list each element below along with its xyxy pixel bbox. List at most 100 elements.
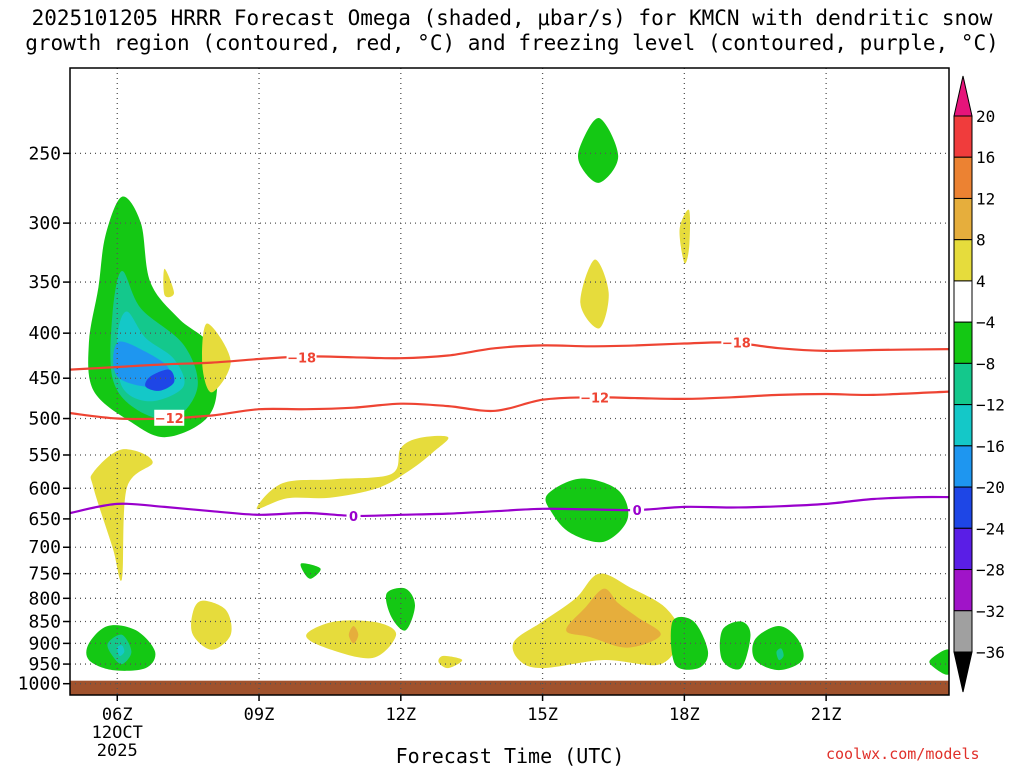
contour-layer: −18 −18 −12 −12 0 0 <box>70 334 949 525</box>
colorbar-band-5 <box>953 321 973 364</box>
contour-label-freezing_0C-1: 0 <box>633 504 642 519</box>
colorbar-label-7: −12 <box>976 396 1005 415</box>
colorbar-label-9: −20 <box>976 478 1005 497</box>
colorbar: 20 16 12 8 4 −4 −8 −12 −16 −20 −24 −28 −32 −36 <box>953 75 1005 693</box>
omega-region-6 <box>202 323 231 393</box>
colorbar-label-0: 20 <box>976 107 995 126</box>
colorbar-label-6: −8 <box>976 354 995 373</box>
ytick-label-450: 450 <box>28 368 61 389</box>
colorbar-label-10: −24 <box>976 519 1005 538</box>
plot-frame <box>69 67 950 696</box>
title-line-1: 2025101205 HRRR Forecast Omega (shaded, … <box>31 6 993 30</box>
xtick-label-21: 21Z <box>811 705 842 725</box>
colorbar-label-2: 12 <box>976 189 995 208</box>
colorbar-band-11 <box>953 569 973 612</box>
ytick-label-700: 700 <box>28 537 61 558</box>
omega-region-14 <box>566 588 661 648</box>
contour-label-dgz_-12C-1: −12 <box>580 391 609 406</box>
y-axis: 2503003504004505005506006507007508008509… <box>18 143 70 695</box>
omega-region-9 <box>191 600 232 650</box>
omega-shading-layer <box>86 117 949 675</box>
xtick-label-18: 18Z <box>669 705 700 725</box>
ytick-label-1000: 1000 <box>18 674 61 695</box>
xtick-label-12: 12Z <box>385 705 416 725</box>
omega-region-5 <box>163 268 174 298</box>
ytick-label-300: 300 <box>28 213 61 234</box>
title-line-2: growth region (contoured, red, °C) and f… <box>25 31 999 55</box>
colorbar-band-2 <box>953 197 973 241</box>
ytick-label-900: 900 <box>28 633 61 654</box>
colorbar-under-arrow <box>953 651 973 693</box>
omega-region-21 <box>719 621 751 670</box>
omega-region-11 <box>348 626 359 644</box>
contour-label-bg-freezing_0C-1 <box>630 501 645 518</box>
omega-region-25 <box>117 645 125 657</box>
xtick-label-15: 15Z <box>527 705 558 725</box>
contour-label-bg-dgz_-18C-1 <box>721 334 752 351</box>
colorbar-band-8 <box>953 445 973 488</box>
omega-region-22 <box>670 616 709 670</box>
contour-label-bg-dgz_-18C-0 <box>286 349 317 366</box>
contour-label-dgz_-18C-1: −18 <box>722 337 751 352</box>
contour-label-dgz_-12C-0: −12 <box>155 412 184 427</box>
xtick-sublabel-6-1: 2025 <box>97 741 138 761</box>
ytick-label-250: 250 <box>28 143 61 164</box>
ytick-label-950: 950 <box>28 654 61 675</box>
chart-title: 2025101205 HRRR Forecast Omega (shaded, … <box>0 6 1024 56</box>
watermark: coolwx.com/models <box>826 745 980 763</box>
omega-region-7 <box>90 449 153 581</box>
omega-region-27 <box>776 648 784 661</box>
xtick-label-6: 06Z <box>102 705 133 725</box>
x-axis-label: Forecast Time (UTC) <box>395 744 625 768</box>
omega-region-16 <box>679 209 691 264</box>
contour-freezing_0C <box>70 495 949 518</box>
omega-region-19 <box>300 563 321 579</box>
omega-region-15 <box>580 259 609 329</box>
ytick-label-850: 850 <box>28 612 61 633</box>
colorbar-label-13: −36 <box>976 643 1005 662</box>
omega-region-17 <box>578 117 619 183</box>
colorbar-label-11: −28 <box>976 561 1005 580</box>
colorbar-band-10 <box>953 527 973 571</box>
contour-label-bg-dgz_-12C-0 <box>154 409 185 426</box>
colorbar-over-arrow <box>953 75 973 117</box>
colorbar-label-8: −16 <box>976 437 1005 456</box>
colorbar-label-1: 16 <box>976 148 995 167</box>
xtick-sublabel-6-0: 12OCT <box>92 723 143 743</box>
omega-region-26 <box>752 626 804 671</box>
ground-layer <box>70 680 949 695</box>
ytick-label-750: 750 <box>28 564 61 585</box>
ytick-label-350: 350 <box>28 272 61 293</box>
contour-dgz_-18C <box>70 341 949 371</box>
contour-dgz_-12C <box>70 390 949 421</box>
colorbar-label-4: 4 <box>976 272 986 291</box>
ytick-label-650: 650 <box>28 509 61 530</box>
colorbar-label-5: −4 <box>976 313 995 332</box>
ytick-label-600: 600 <box>28 478 61 499</box>
contour-label-bg-dgz_-12C-1 <box>579 389 610 406</box>
contour-label-bg-freezing_0C-0 <box>346 507 361 524</box>
colorbar-band-9 <box>953 486 973 529</box>
contour-label-freezing_0C-0: 0 <box>349 510 358 525</box>
ytick-label-800: 800 <box>28 588 61 609</box>
ytick-label-550: 550 <box>28 445 61 466</box>
omega-region-20 <box>385 587 415 631</box>
colorbar-label-12: −32 <box>976 602 1005 621</box>
xtick-label-9: 09Z <box>244 705 275 725</box>
colorbar-band-7 <box>953 404 973 447</box>
contour-label-dgz_-18C-0: −18 <box>287 351 316 366</box>
colorbar-label-3: 8 <box>976 231 986 250</box>
colorbar-band-1 <box>953 156 973 199</box>
colorbar-band-6 <box>953 362 973 406</box>
colorbar-band-0 <box>953 115 973 158</box>
omega-region-8 <box>256 435 449 510</box>
colorbar-band-3 <box>953 239 973 282</box>
omega-region-4 <box>145 369 175 391</box>
colorbar-band-4 <box>953 280 973 323</box>
colorbar-band-12 <box>953 610 973 653</box>
ground-fill <box>70 680 949 695</box>
omega-region-12 <box>438 655 463 669</box>
ytick-label-500: 500 <box>28 409 61 430</box>
